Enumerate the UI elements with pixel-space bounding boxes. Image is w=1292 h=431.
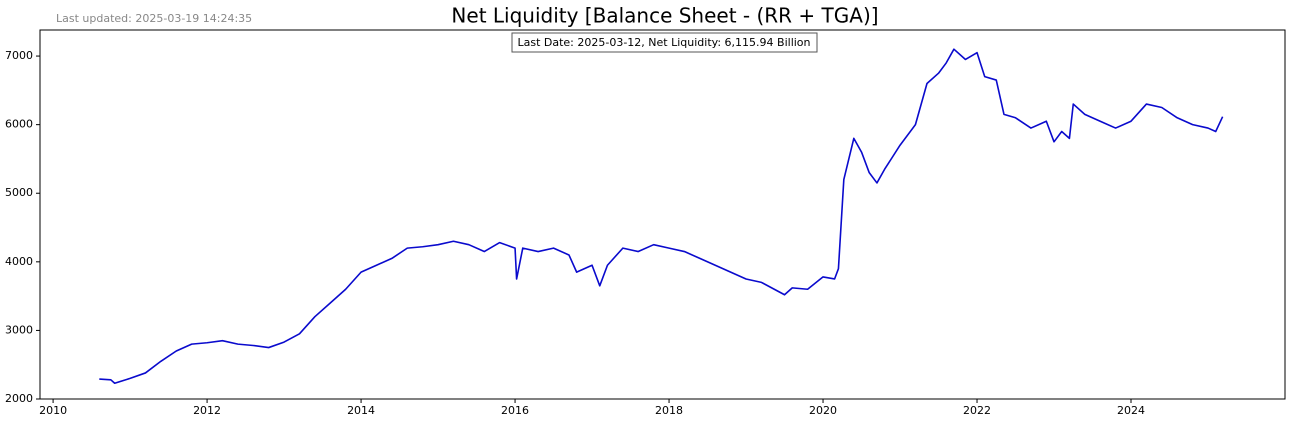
plot-frame: [39, 29, 1286, 400]
x-tick-label: 2016: [501, 404, 529, 417]
x-tick-label: 2012: [193, 404, 221, 417]
y-tick-label: 3000: [5, 323, 33, 336]
data-line: [99, 48, 1224, 385]
annotation: Last Date: 2025-03-12, Net Liquidity: 6,…: [517, 36, 810, 49]
y-tick-label: 6000: [5, 118, 33, 131]
y-tick-label: 5000: [5, 186, 33, 199]
x-tick-label: 2010: [39, 404, 67, 417]
x-tick-label: 2018: [655, 404, 683, 417]
x-tick-label: 2014: [347, 404, 375, 417]
y-tick-label: 7000: [5, 49, 33, 62]
chart-title: Net Liquidity [Balance Sheet - (RR + TGA…: [451, 4, 878, 28]
y-tick-label: 4000: [5, 255, 33, 268]
x-tick-label: 2022: [963, 404, 991, 417]
y-tick-label: 2000: [5, 392, 33, 405]
last-updated: Last updated: 2025-03-19 14:24:35: [56, 12, 252, 25]
x-tick-label: 2020: [809, 404, 837, 417]
annotation-box: [511, 32, 818, 53]
x-tick-label: 2024: [1117, 404, 1145, 417]
